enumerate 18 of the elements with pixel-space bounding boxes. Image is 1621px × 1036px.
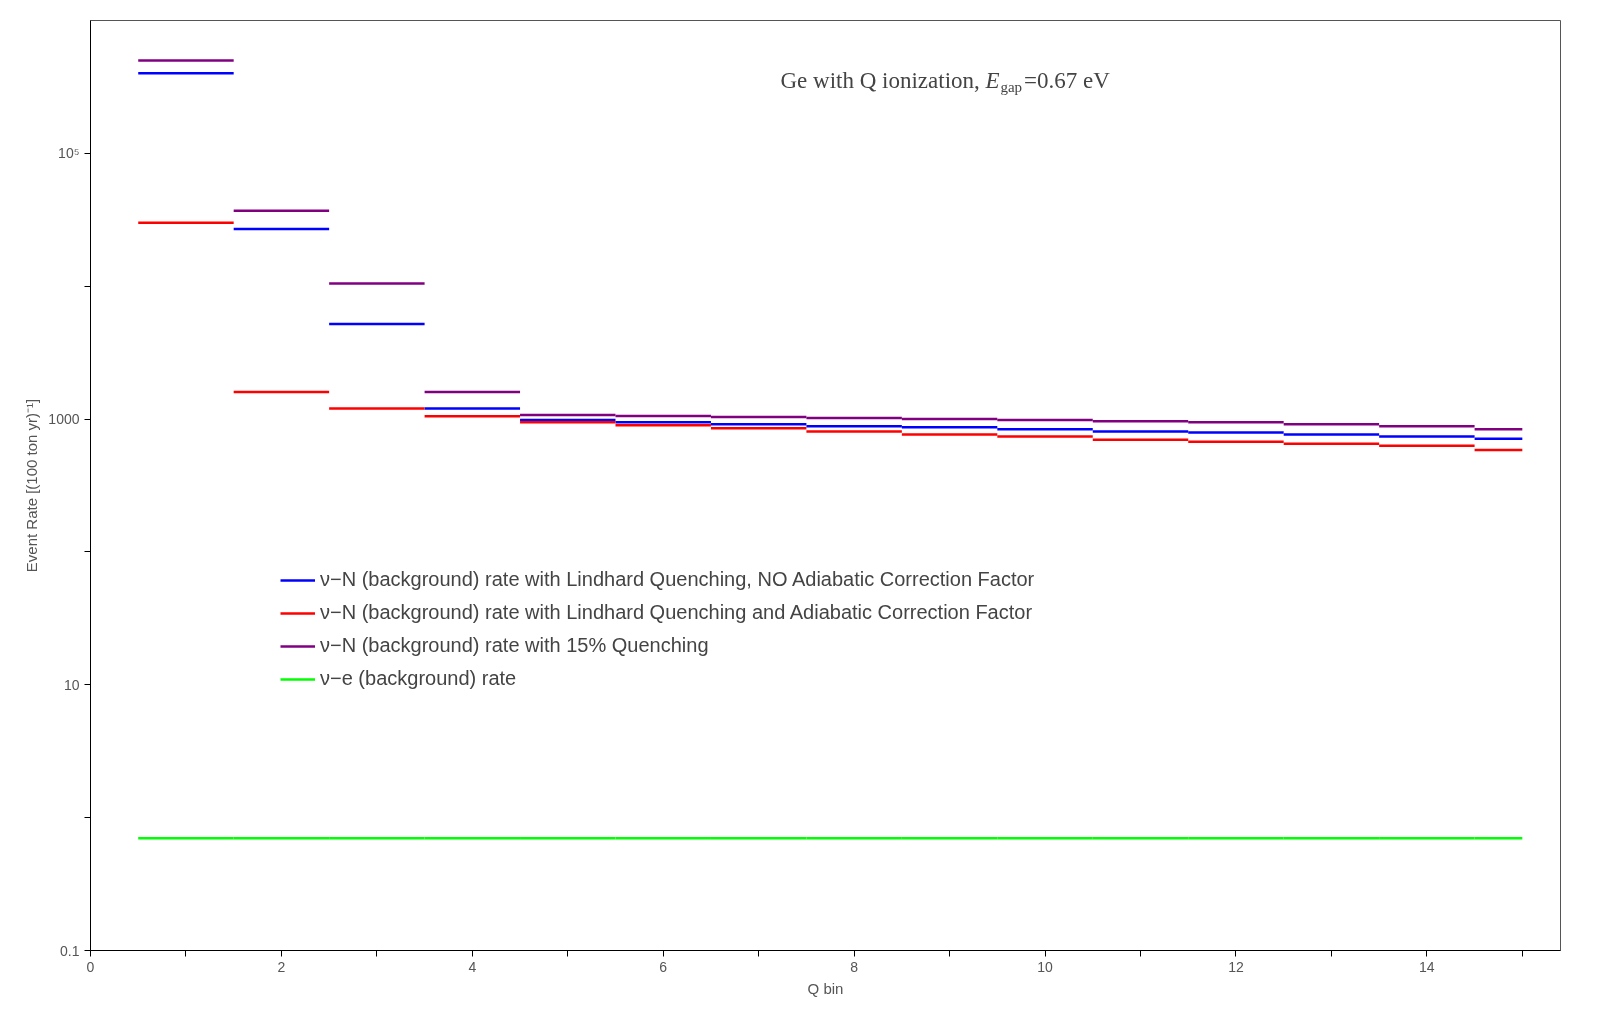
legend-label: ν−N (background) rate with Lindhard Quenching and Adiabatic Correction Factor <box>320 601 1033 624</box>
x-tick-label: 10 <box>1037 958 1054 975</box>
x-axis-title: Q bin <box>807 979 844 997</box>
y-tick-label: 10⁵ <box>58 145 80 162</box>
x-tick-label: 6 <box>659 958 668 975</box>
y-axis-title: Event Rate [(100 ton yr)⁻¹] <box>23 398 41 573</box>
y-tick-label: 1000 <box>48 411 80 428</box>
x-tick-label: 12 <box>1228 958 1244 975</box>
legend-label: ν−N (background) rate with 15% Quenching <box>320 634 709 657</box>
x-tick-label: 8 <box>850 958 859 975</box>
x-tick-label: 0 <box>86 958 95 975</box>
legend-label: ν−e (background) rate <box>320 667 517 690</box>
x-tick-label: 14 <box>1419 958 1435 975</box>
x-tick-label: 4 <box>468 958 477 975</box>
legend-label: ν−N (background) rate with Lindhard Quenching, NO Adiabatic Correction Factor <box>320 568 1035 591</box>
x-tick-label: 2 <box>277 958 286 975</box>
y-tick-label: 0.1 <box>60 942 80 959</box>
y-tick-label: 10 <box>63 676 80 693</box>
